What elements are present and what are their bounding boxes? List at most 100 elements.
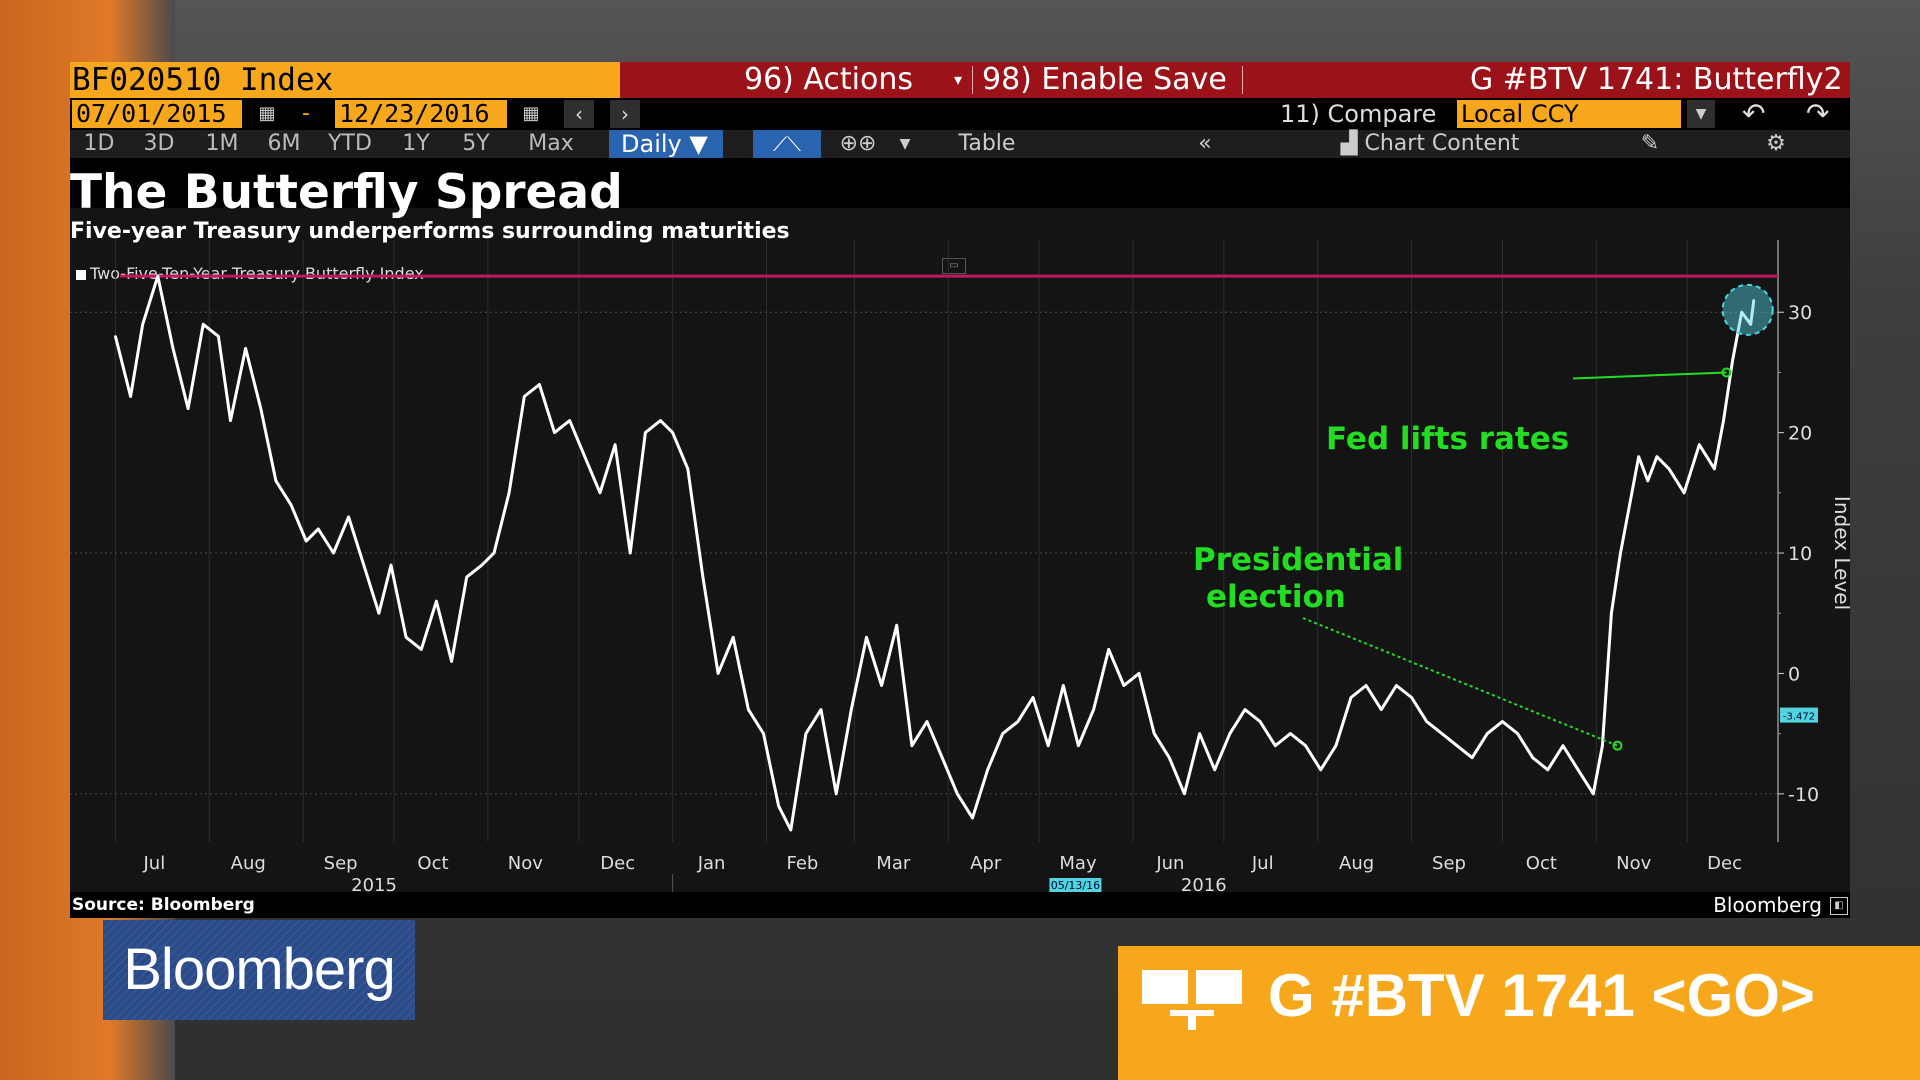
currency-select[interactable]: Local CCY — [1457, 100, 1681, 128]
calendar-icon[interactable]: ▦ — [522, 103, 540, 124]
data-point[interactable] — [389, 563, 393, 567]
data-point[interactable] — [671, 431, 674, 434]
data-point[interactable] — [1243, 708, 1247, 711]
data-point[interactable] — [1168, 756, 1171, 759]
edit-icon[interactable]: ✎ — [1640, 131, 1660, 156]
data-point[interactable] — [659, 419, 662, 422]
data-point[interactable] — [701, 575, 705, 579]
data-point[interactable] — [1667, 467, 1671, 470]
series-line[interactable] — [113, 274, 1756, 832]
data-point[interactable] — [1637, 455, 1640, 458]
candlestick-icon[interactable]: ⊕⊕ — [839, 131, 877, 156]
data-point[interactable] — [317, 527, 320, 531]
data-point[interactable] — [244, 347, 247, 350]
data-point[interactable] — [1628, 503, 1631, 507]
data-point[interactable] — [1228, 732, 1232, 735]
data-point[interactable] — [1198, 732, 1201, 735]
range-button-1m[interactable]: 1M — [205, 131, 239, 156]
compare-button[interactable]: 11) Compare — [1280, 100, 1437, 128]
data-point[interactable] — [1731, 359, 1734, 362]
data-point[interactable] — [202, 323, 205, 326]
next-arrow-icon[interactable]: › — [610, 100, 640, 128]
undo-icon[interactable]: ↶ — [1742, 97, 1766, 130]
data-point[interactable] — [420, 648, 423, 651]
data-point[interactable] — [1364, 684, 1368, 687]
data-point[interactable] — [1752, 299, 1755, 302]
data-point[interactable] — [747, 708, 750, 711]
data-point[interactable] — [465, 575, 468, 579]
chevron-down-icon[interactable]: ▼ — [1687, 100, 1715, 128]
data-point[interactable] — [362, 563, 365, 567]
data-point[interactable] — [156, 274, 160, 278]
data-point[interactable] — [880, 684, 883, 687]
data-point[interactable] — [629, 551, 632, 555]
data-point[interactable] — [1576, 768, 1580, 771]
data-point[interactable] — [450, 660, 453, 663]
collapse-icon[interactable]: « — [1198, 131, 1212, 156]
data-point[interactable] — [141, 323, 144, 326]
chevron-down-icon[interactable]: ▾ — [954, 70, 963, 89]
data-point[interactable] — [598, 491, 602, 495]
range-button-ytd[interactable]: YTD — [328, 131, 372, 156]
data-point[interactable] — [538, 383, 541, 386]
data-point[interactable] — [1646, 479, 1649, 482]
data-point[interactable] — [819, 708, 823, 711]
range-button-6m[interactable]: 6M — [267, 131, 301, 156]
data-point[interactable] — [492, 551, 496, 555]
data-point[interactable] — [1213, 768, 1216, 771]
data-point[interactable] — [834, 792, 838, 796]
chevron-down-icon[interactable]: ▼ — [899, 136, 911, 152]
data-point[interactable] — [1319, 768, 1322, 771]
data-point[interactable] — [507, 491, 511, 495]
data-point[interactable] — [305, 539, 308, 543]
data-point[interactable] — [1455, 744, 1459, 747]
data-point[interactable] — [289, 503, 293, 507]
data-point[interactable] — [1713, 467, 1716, 470]
data-point[interactable] — [523, 395, 526, 398]
data-point[interactable] — [114, 335, 117, 338]
line-chart[interactable]: Jul Aug Sep Oct Nov Dec Jan Feb Mar Apr May Jun Jul A… — [70, 62, 1850, 918]
data-point[interactable] — [716, 672, 720, 675]
data-point[interactable] — [1349, 696, 1353, 699]
legend-options-icon[interactable]: ▭ — [942, 258, 966, 274]
data-point[interactable] — [1619, 551, 1622, 555]
data-point[interactable] — [940, 756, 944, 759]
data-point[interactable] — [1440, 732, 1444, 735]
data-point[interactable] — [1601, 744, 1604, 747]
data-point[interactable] — [553, 431, 556, 434]
data-point[interactable] — [1092, 708, 1095, 711]
data-point[interactable] — [804, 732, 808, 735]
data-point[interactable] — [1425, 720, 1428, 723]
data-point[interactable] — [613, 443, 617, 446]
data-point[interactable] — [1289, 732, 1292, 735]
data-point[interactable] — [986, 768, 989, 771]
data-point[interactable] — [259, 407, 262, 410]
data-point[interactable] — [1046, 744, 1050, 747]
frequency-select[interactable]: Daily ▼ — [609, 130, 723, 158]
data-point[interactable] — [229, 419, 232, 422]
data-point[interactable] — [1152, 732, 1156, 735]
data-point[interactable] — [1137, 672, 1141, 675]
data-point[interactable] — [1334, 744, 1338, 747]
gear-icon[interactable]: ⚙ — [1766, 131, 1786, 156]
data-point[interactable] — [1592, 792, 1595, 796]
data-point[interactable] — [1395, 684, 1398, 687]
data-point[interactable] — [404, 636, 408, 639]
data-point[interactable] — [1470, 756, 1474, 759]
data-point[interactable] — [347, 515, 350, 519]
data-point[interactable] — [1183, 792, 1186, 796]
data-point[interactable] — [789, 828, 792, 832]
range-button-5y[interactable]: 5Y — [462, 131, 490, 156]
data-point[interactable] — [1655, 455, 1659, 458]
actions-menu-button[interactable]: 96) Actions — [744, 62, 913, 97]
data-point[interactable] — [956, 792, 959, 796]
range-button-1d[interactable]: 1D — [83, 131, 115, 156]
calendar-icon[interactable]: ▦ — [258, 103, 276, 124]
data-point[interactable] — [1682, 491, 1686, 495]
data-point[interactable] — [865, 636, 868, 639]
chart-content-button[interactable]: ▟ Chart Content — [1310, 130, 1550, 158]
data-point[interactable] — [583, 455, 587, 458]
data-point[interactable] — [274, 479, 278, 482]
data-point[interactable] — [1410, 696, 1413, 699]
range-button-3d[interactable]: 3D — [143, 131, 175, 156]
